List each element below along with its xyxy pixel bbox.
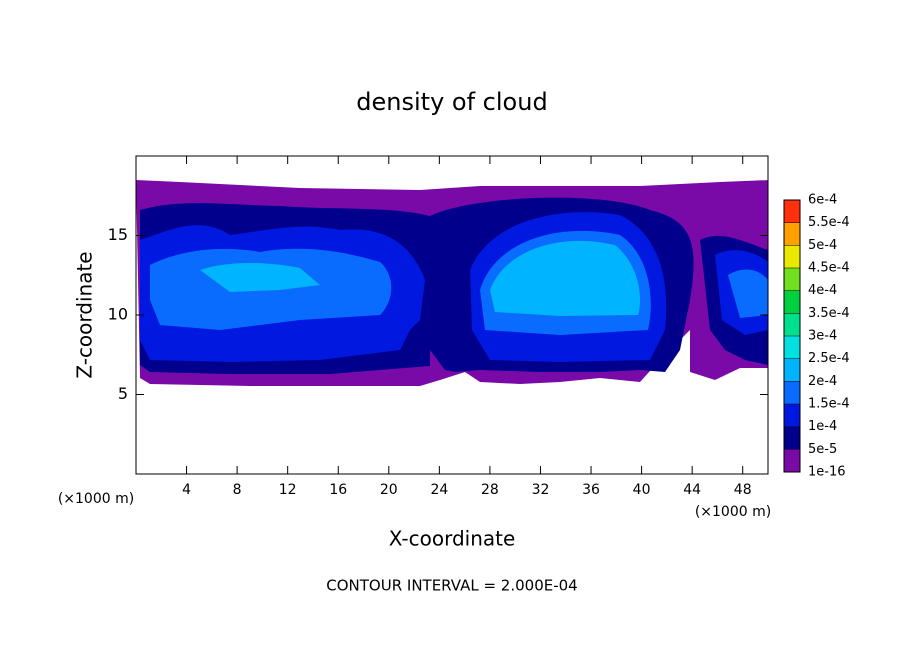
x-tick-label: 8 — [233, 482, 242, 498]
colorbar-box — [784, 268, 800, 291]
x-unit: (×1000 m) — [695, 504, 771, 520]
colorbar-box — [784, 200, 800, 223]
colorbar-label: 3e-4 — [808, 329, 837, 344]
y-tick-label: 10 — [108, 305, 128, 324]
field — [136, 180, 768, 386]
contour-region — [200, 240, 641, 316]
colorbar-box — [784, 245, 800, 268]
colorbar-label: 5.5e-4 — [808, 215, 850, 230]
colorbar-box — [784, 358, 800, 382]
colorbar-label: 6e-4 — [808, 193, 837, 208]
colorbar-label: 4e-4 — [808, 283, 837, 298]
colorbar-label: 5e-5 — [808, 442, 837, 457]
x-tick-label: 16 — [329, 482, 347, 498]
colorbar-label: 1e-16 — [808, 465, 846, 480]
x-tick-label: 24 — [430, 482, 448, 498]
x-tick-label: 36 — [582, 482, 600, 498]
y-tick-label: 15 — [108, 225, 128, 244]
annotation: CONTOUR INTERVAL = 2.000E-04 — [326, 577, 577, 595]
colorbar-box — [784, 313, 800, 336]
colorbar-box — [784, 336, 800, 359]
colorbar-label: 3.5e-4 — [808, 306, 850, 321]
colorbar-label: 5e-4 — [808, 238, 837, 253]
x-tick-label: 32 — [532, 482, 550, 498]
colorbar-box — [784, 290, 800, 314]
x-tick-label: 40 — [633, 482, 651, 498]
y-unit: (×1000 m) — [58, 491, 134, 507]
colorbar-label: 1e-4 — [808, 419, 837, 434]
x-tick-label: 12 — [279, 482, 297, 498]
colorbar-label: 2.5e-4 — [808, 351, 850, 366]
colorbar-box — [784, 426, 800, 450]
colorbar-frame — [783, 199, 801, 473]
x-axis-label: X-coordinate — [389, 527, 516, 551]
colorbar-box — [784, 222, 800, 246]
colorbar-box — [784, 449, 800, 472]
x-tick-label: 4 — [182, 482, 191, 498]
x-tick-label: 44 — [683, 482, 701, 498]
x-tick-label: 28 — [481, 482, 499, 498]
x-tick-label: 48 — [734, 482, 752, 498]
colorbar-box — [784, 381, 800, 404]
chart-title: density of cloud — [356, 88, 547, 116]
y-tick-label: 5 — [118, 384, 128, 403]
colorbar-label: 1.5e-4 — [808, 397, 850, 412]
colorbar-label: 2e-4 — [808, 374, 837, 389]
colorbar-label: 4.5e-4 — [808, 261, 850, 276]
y-axis-label: Z-coordinate — [73, 251, 97, 378]
colorbar-box — [784, 404, 800, 427]
x-tick-label: 20 — [380, 482, 398, 498]
